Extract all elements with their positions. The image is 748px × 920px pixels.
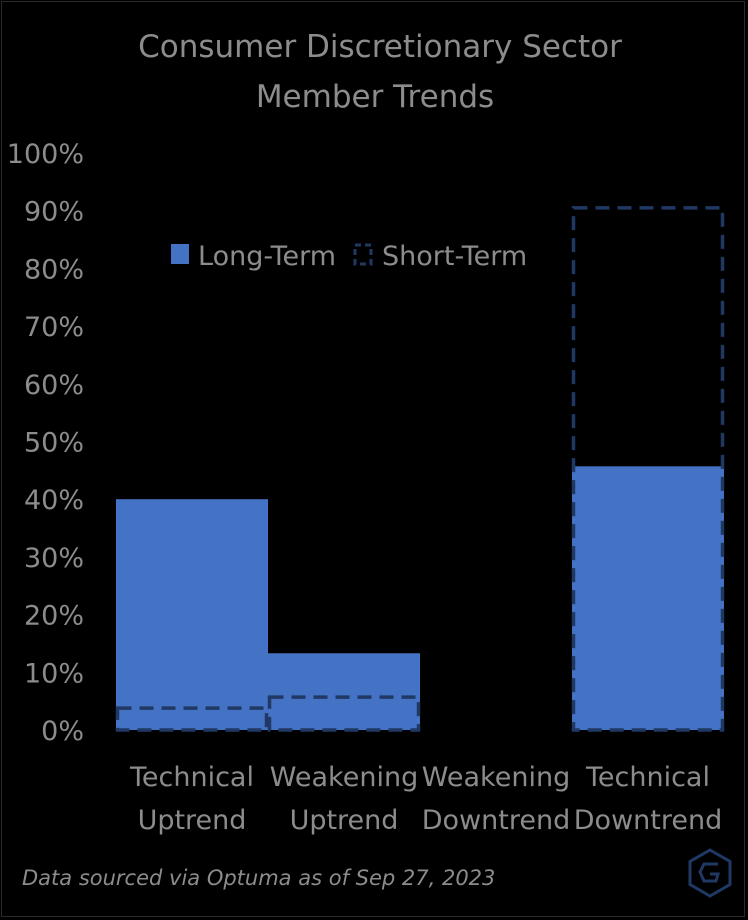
y-tick-label: 50%: [24, 428, 84, 459]
source-note: Data sourced via Optuma as of Sep 27, 20…: [22, 866, 495, 890]
y-tick-label: 40%: [24, 485, 84, 516]
hexagon-g-logo-icon: [688, 848, 732, 898]
y-tick-label: 70%: [24, 312, 84, 343]
x-category-label: Technical: [129, 762, 254, 793]
x-category-label: Downtrend: [422, 805, 570, 836]
bar-short-term: [571, 206, 725, 732]
bar-long-term: [268, 653, 420, 730]
x-category-label: Weakening: [422, 762, 570, 793]
y-tick-label: 10%: [24, 658, 84, 689]
legend-swatch-long-term: [171, 244, 189, 264]
y-tick-label: 90%: [24, 197, 84, 228]
chart-title-line-2: Member Trends: [256, 79, 494, 115]
bar-short-term: [267, 695, 421, 732]
y-tick-label: 100%: [7, 139, 84, 170]
bar-long-term: [572, 466, 724, 730]
y-tick-label: 0%: [41, 716, 84, 747]
x-category-label: Uptrend: [138, 805, 247, 836]
legend-label-long-term: Long-Term: [198, 241, 336, 272]
y-axis-ticks: 0% 10% 20% 30% 40% 50% 60% 70% 80% 90% 100%: [7, 139, 84, 747]
chart-title: Consumer Discretionary Sector Member Tre…: [138, 29, 622, 115]
bar-short-term: [115, 706, 269, 732]
x-category-label: Downtrend: [574, 805, 722, 836]
x-axis-categories: Technical Uptrend Weakening Uptrend Weakenin…: [129, 762, 722, 836]
x-category-label: Weakening: [270, 762, 418, 793]
legend-swatch-short-term: [353, 243, 373, 266]
legend-label-short-term: Short-Term: [382, 241, 527, 272]
bars: [115, 206, 725, 732]
y-tick-label: 60%: [24, 370, 84, 401]
y-tick-label: 20%: [24, 601, 84, 632]
x-category-label: Technical: [585, 762, 710, 793]
x-category-label: Uptrend: [290, 805, 399, 836]
legend: Long-Term Short-Term: [171, 241, 527, 272]
y-tick-label: 80%: [24, 254, 84, 285]
bar-long-term: [116, 499, 268, 730]
y-tick-label: 30%: [24, 543, 84, 574]
chart-title-line-1: Consumer Discretionary Sector: [138, 29, 622, 65]
